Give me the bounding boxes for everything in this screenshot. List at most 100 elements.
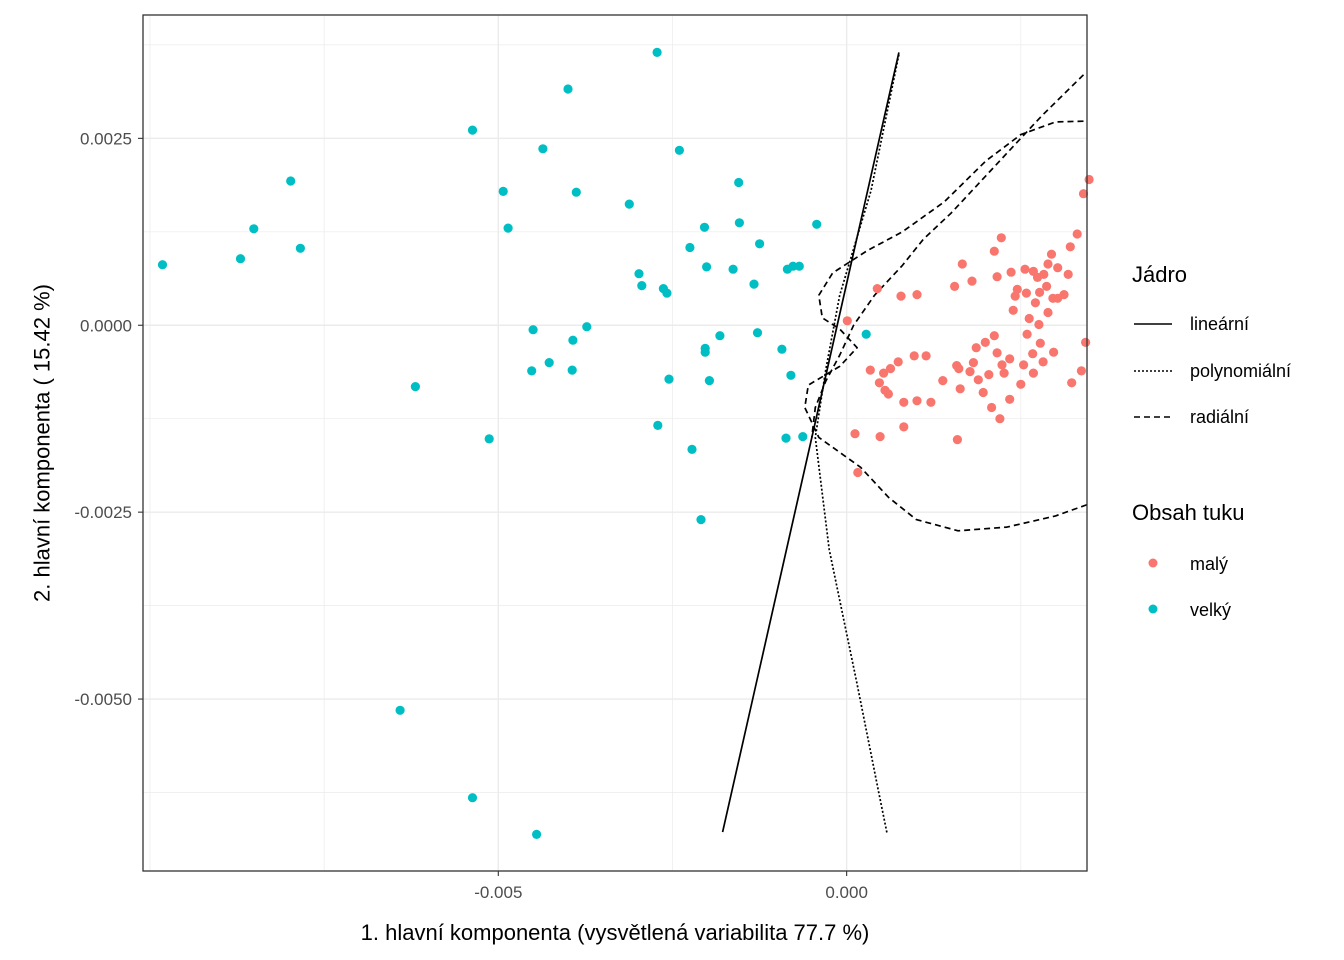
point-velký: [568, 335, 578, 345]
point-velký: [467, 793, 478, 803]
point-malý: [980, 337, 990, 347]
point-malý: [926, 397, 936, 407]
point-malý: [842, 316, 852, 326]
point-velký: [749, 279, 759, 289]
point-malý: [1053, 263, 1063, 273]
point-malý: [850, 429, 860, 439]
panel-border: [142, 14, 1088, 872]
point-malý: [992, 348, 1002, 358]
grid-major: [143, 15, 1087, 871]
y-axis: 0.0025 0.0000 -0.0025 -0.0050: [74, 129, 143, 709]
point-velký: [484, 434, 494, 444]
point-malý: [989, 331, 999, 341]
point-malý: [1039, 269, 1049, 279]
point-velký: [582, 322, 592, 332]
legend-label-polynomiální: polynomiální: [1190, 361, 1291, 381]
point-malý: [1038, 357, 1048, 367]
point-malý: [938, 376, 948, 386]
point-velký: [544, 358, 554, 368]
point-malý: [872, 284, 882, 294]
point-malý: [1043, 307, 1053, 318]
legend-kernel: Jádro lineární polynomiální radiální: [1132, 262, 1291, 427]
y-tick-label: -0.0050: [74, 690, 132, 709]
point-malý: [912, 396, 922, 406]
point-velký: [249, 224, 259, 234]
point-malý: [1008, 305, 1018, 315]
point-malý: [996, 233, 1006, 243]
point-malý: [853, 467, 863, 478]
legend-label-radiální: radiální: [1190, 407, 1249, 427]
point-malý: [1028, 349, 1038, 359]
point-velký: [777, 344, 787, 354]
point-malý: [865, 365, 875, 375]
point-malý: [1076, 366, 1086, 376]
point-velký: [699, 222, 710, 232]
point-malý: [967, 276, 977, 286]
point-malý: [899, 422, 909, 432]
point-malý: [1042, 281, 1052, 291]
point-malý: [1024, 313, 1034, 324]
point-malý: [1063, 269, 1073, 279]
point-velký: [755, 239, 765, 249]
point-velký: [685, 242, 695, 253]
point-malý: [1035, 287, 1045, 297]
point-velký: [798, 432, 808, 442]
point-velký: [794, 261, 804, 271]
point-velký: [702, 262, 712, 272]
point-velký: [286, 176, 296, 186]
point-velký: [527, 366, 537, 376]
point-malý: [968, 358, 979, 368]
point-malý: [1059, 290, 1069, 300]
boundary-line-lineární: [721, 52, 900, 833]
point-malý: [1006, 267, 1016, 277]
legend-fat-title: Obsah tuku: [1132, 500, 1245, 525]
point-malý: [1078, 189, 1089, 199]
point-velký: [752, 328, 763, 338]
point-velký: [532, 829, 542, 840]
point-malý: [874, 378, 885, 388]
point-velký: [662, 288, 672, 298]
legend-label-velký: velký: [1190, 600, 1231, 620]
x-tick-label: 0.000: [825, 883, 868, 902]
point-velký: [567, 365, 577, 375]
point-malý: [978, 387, 988, 398]
point-velký: [467, 125, 478, 135]
point-malý: [971, 343, 981, 353]
point-velký: [637, 281, 647, 291]
point-malý: [885, 364, 896, 374]
point-malý: [1081, 337, 1091, 347]
point-malý: [893, 357, 903, 367]
legend-label-malý: malý: [1190, 554, 1228, 574]
point-malý: [987, 402, 997, 413]
point-malý: [984, 370, 994, 380]
point-malý: [1030, 298, 1040, 308]
point-malý: [1046, 249, 1057, 259]
point-malý: [879, 368, 889, 378]
point-velký: [696, 515, 706, 525]
point-malý: [1005, 354, 1015, 364]
point-malý: [921, 351, 931, 361]
point-malý: [1022, 329, 1032, 339]
point-malý: [1016, 379, 1026, 389]
legend-label-lineární: lineární: [1190, 314, 1249, 334]
x-axis: -0.005 0.000: [474, 871, 868, 902]
point-malý: [997, 360, 1007, 370]
point-malý: [875, 432, 885, 442]
point-velký: [704, 376, 715, 386]
point-velký: [652, 47, 662, 58]
point-velký: [295, 243, 305, 253]
scatter-points: [157, 47, 1094, 840]
point-velký: [563, 84, 573, 94]
point-malý: [989, 246, 999, 256]
point-velký: [503, 223, 513, 233]
point-velký: [781, 433, 791, 443]
point-velký: [700, 343, 710, 353]
point-malý: [965, 367, 975, 377]
decision-boundaries: [721, 52, 1088, 834]
point-velký: [624, 199, 634, 209]
point-velký: [634, 269, 644, 279]
point-velký: [861, 329, 871, 339]
y-tick-label: 0.0025: [80, 129, 132, 148]
point-malý: [950, 281, 960, 291]
point-malý: [1084, 174, 1094, 185]
